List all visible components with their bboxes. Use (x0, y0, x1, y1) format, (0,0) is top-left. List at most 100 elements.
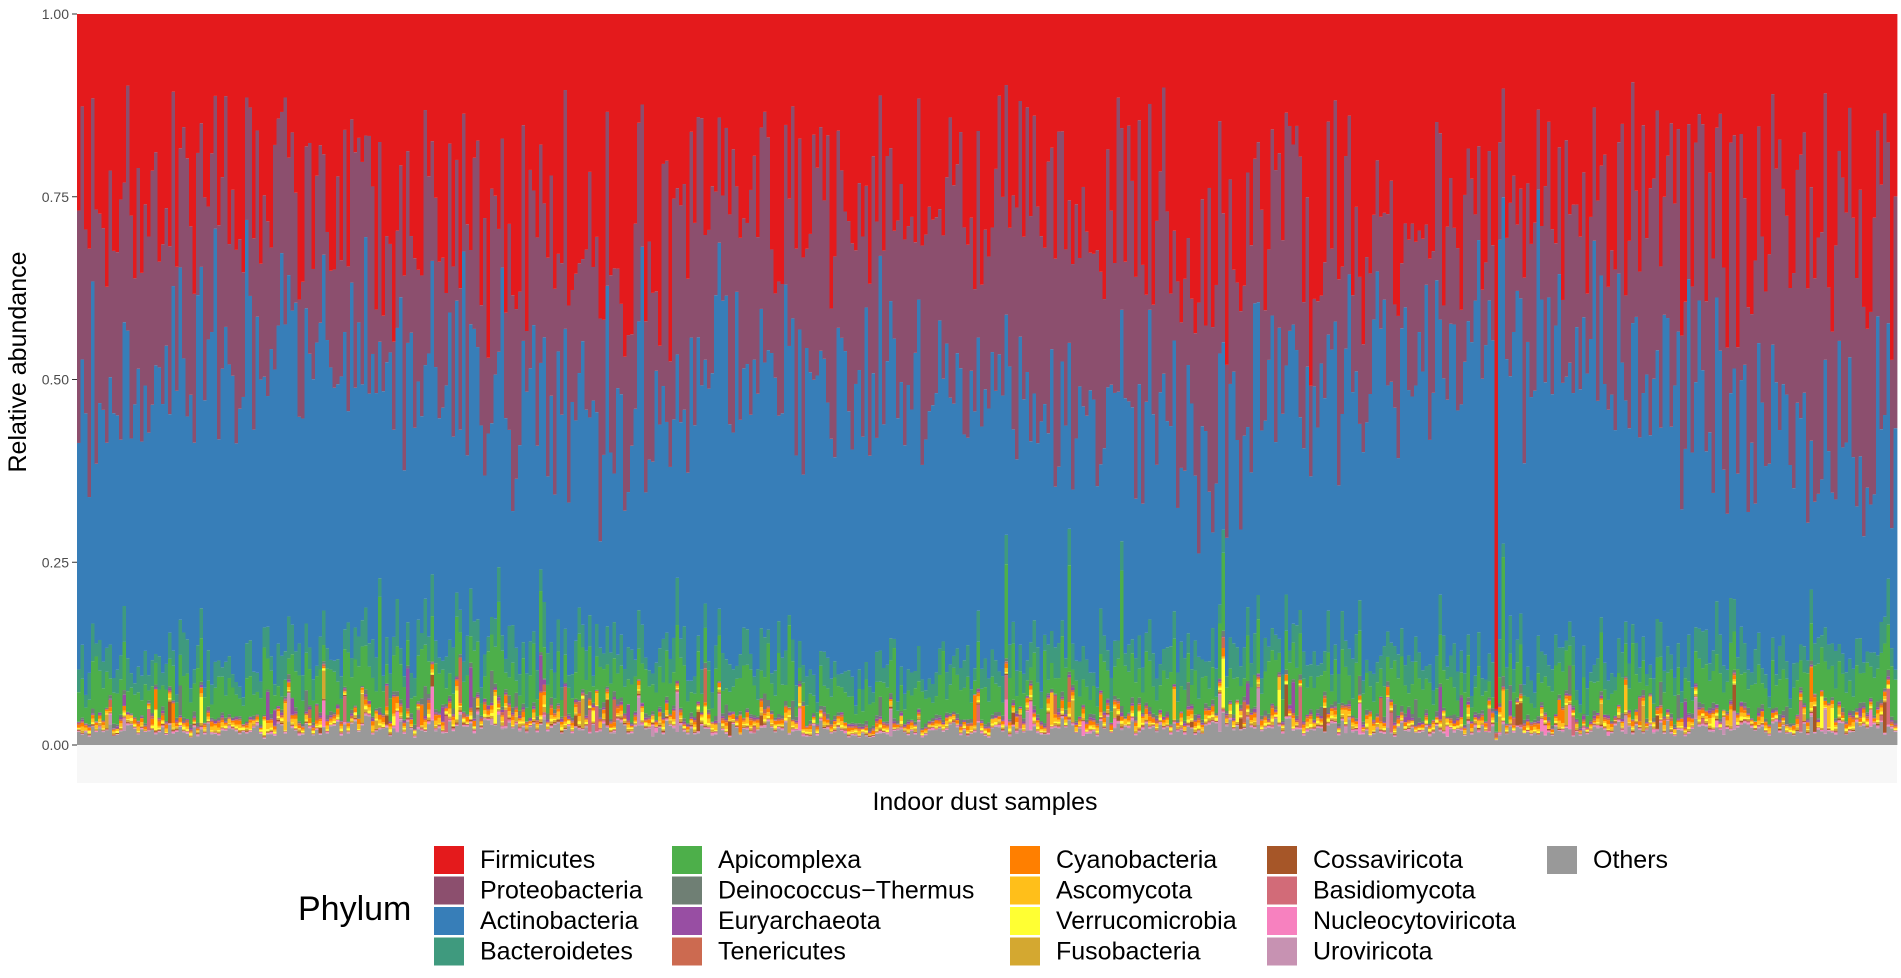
bar-segment (245, 220, 249, 643)
bar-segment (567, 720, 571, 721)
bar-segment (455, 726, 459, 745)
bar-segment (284, 732, 288, 733)
bar-segment (847, 14, 851, 221)
bar-segment (490, 671, 494, 703)
bar-segment (161, 724, 165, 725)
bar-segment (347, 411, 351, 622)
bar-segment (1099, 721, 1103, 745)
bar-segment (1040, 721, 1044, 722)
bar-segment (1085, 687, 1089, 720)
bar-segment (182, 722, 186, 723)
bar-segment (466, 636, 470, 676)
bar-segment (837, 728, 841, 745)
bar-segment (844, 212, 848, 352)
bar-segment (543, 717, 547, 720)
bar-segment (546, 258, 550, 477)
bar-segment (949, 117, 953, 397)
bar-segment (462, 713, 466, 714)
bar-segment (123, 711, 127, 713)
bar-segment (277, 706, 281, 708)
bar-segment (364, 716, 368, 745)
bar-segment (417, 728, 421, 729)
bar-segment (980, 734, 984, 745)
bar-segment (910, 723, 914, 726)
bar-segment (942, 651, 946, 720)
bar-segment (564, 687, 568, 717)
bar-segment (280, 717, 284, 718)
bar-segment (193, 711, 197, 716)
bar-segment (763, 713, 767, 715)
bar-segment (606, 286, 610, 626)
bar-segment (578, 729, 582, 730)
bar-segment (746, 665, 750, 708)
bar-segment (571, 733, 575, 734)
bar-segment (1092, 686, 1096, 714)
bar-segment (196, 14, 200, 153)
bar-segment (501, 727, 505, 728)
bar-segment (837, 723, 841, 725)
bar-segment (361, 725, 365, 726)
bar-segment (851, 726, 855, 728)
bar-segment (599, 319, 603, 542)
bar-segment (1040, 731, 1044, 732)
bar-segment (448, 701, 452, 703)
bar-segment (896, 221, 900, 419)
bar-segment (1015, 727, 1019, 729)
bar-segment (487, 717, 491, 718)
bar-segment (1033, 724, 1037, 725)
bar-segment (658, 722, 662, 724)
bar-segment (515, 712, 519, 717)
bar-segment (130, 14, 134, 216)
bar-segment (739, 238, 743, 420)
bar-segment (1050, 727, 1054, 728)
bar-segment (858, 738, 862, 745)
bar-segment (179, 718, 183, 722)
bar-segment (1064, 717, 1068, 720)
bar-segment (770, 726, 774, 727)
bar-segment (168, 699, 172, 701)
bar-segment (994, 684, 998, 712)
bar-segment (259, 725, 263, 727)
bar-segment (518, 724, 522, 727)
bar-segment (938, 320, 942, 648)
bar-segment (364, 694, 368, 696)
bar-segment (431, 664, 435, 665)
bar-segment (336, 709, 340, 715)
bar-segment (854, 723, 858, 724)
bar-segment (693, 734, 697, 745)
bar-segment (270, 728, 274, 730)
bar-segment (893, 639, 897, 648)
bar-segment (263, 739, 267, 745)
bar-segment (1047, 712, 1051, 713)
bar-segment (1092, 731, 1096, 732)
bar-segment (977, 131, 981, 338)
bar-segment (704, 706, 708, 707)
bar-segment (371, 354, 375, 639)
bar-segment (970, 725, 974, 726)
bar-segment (249, 640, 253, 676)
bar-segment (438, 14, 442, 262)
bar-segment (1057, 14, 1061, 132)
bar-segment (1040, 722, 1044, 724)
bar-segment (865, 731, 869, 732)
bar-segment (956, 675, 960, 714)
bar-segment (1064, 714, 1068, 716)
bar-segment (189, 738, 193, 745)
bar-segment (963, 14, 967, 227)
bar-segment (602, 702, 606, 707)
bar-segment (641, 104, 645, 246)
bar-segment (1064, 658, 1068, 668)
bar-segment (917, 646, 921, 681)
bar-segment (1005, 674, 1009, 675)
bar-segment (637, 695, 641, 696)
bar-segment (861, 437, 865, 690)
bar-segment (798, 730, 802, 731)
bar-segment (662, 731, 666, 732)
bar-segment (763, 719, 767, 721)
bar-segment (875, 14, 879, 222)
bar-segment (742, 727, 746, 728)
bar-segment (949, 713, 953, 715)
bar-segment (357, 138, 361, 323)
bar-segment (207, 720, 211, 721)
bar-segment (907, 691, 911, 720)
